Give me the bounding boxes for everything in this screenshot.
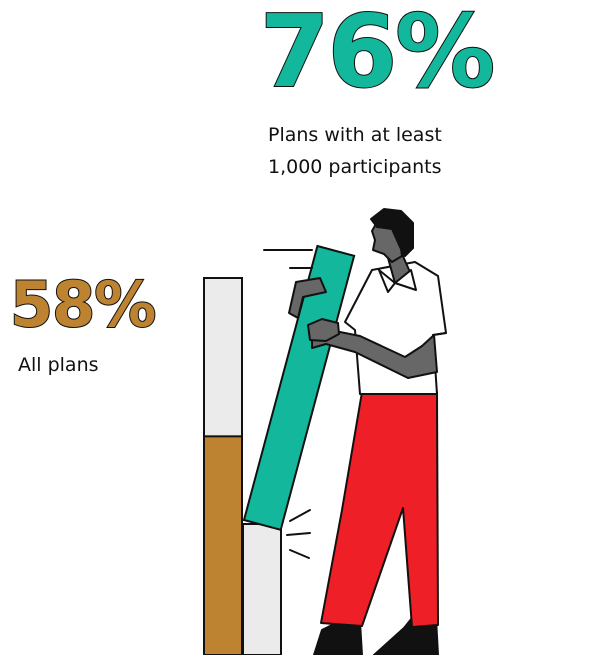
value-label-76: 76%	[260, 2, 493, 102]
pants	[321, 392, 438, 627]
impact-line	[290, 510, 310, 521]
impact-line	[287, 533, 310, 535]
impact-line	[290, 550, 309, 558]
series-caption-line: Plans with at least	[268, 119, 442, 151]
bar-all-plans	[204, 436, 242, 655]
value-label-58: 58%	[10, 274, 155, 336]
left-shoe	[314, 622, 362, 655]
series-caption-line: 1,000 participants	[268, 151, 442, 183]
bar-track-large-plans	[243, 524, 281, 655]
series-caption-line: All plans	[18, 349, 99, 381]
